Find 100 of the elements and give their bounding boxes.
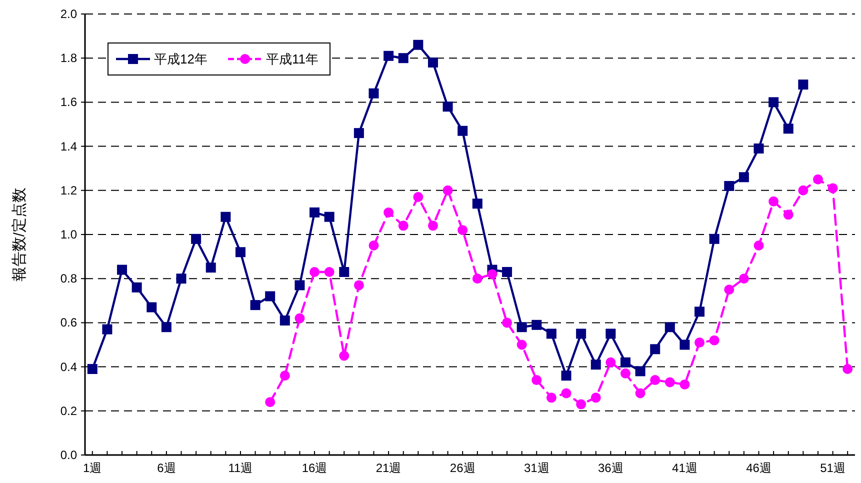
point bbox=[798, 185, 808, 196]
point bbox=[783, 124, 794, 134]
point bbox=[828, 183, 838, 194]
point bbox=[206, 262, 216, 273]
point bbox=[398, 220, 408, 231]
point bbox=[428, 220, 438, 231]
point bbox=[546, 328, 556, 339]
point bbox=[265, 397, 276, 408]
point bbox=[354, 128, 364, 138]
x-tick-label: 31週 bbox=[524, 461, 550, 475]
point bbox=[812, 174, 823, 184]
point bbox=[398, 53, 408, 64]
point bbox=[442, 185, 453, 196]
point bbox=[324, 212, 334, 222]
point bbox=[590, 360, 601, 370]
point bbox=[664, 377, 675, 388]
point bbox=[442, 102, 453, 112]
point bbox=[458, 126, 468, 136]
point bbox=[132, 282, 142, 292]
point bbox=[546, 392, 556, 403]
point bbox=[472, 198, 482, 209]
y-tick-label: 0.2 bbox=[60, 404, 78, 418]
point bbox=[487, 269, 498, 280]
x-tick-label: 41週 bbox=[672, 461, 698, 475]
point bbox=[413, 192, 424, 202]
point bbox=[783, 210, 794, 220]
point bbox=[576, 399, 586, 410]
point bbox=[516, 340, 527, 350]
point bbox=[680, 379, 690, 390]
point bbox=[709, 335, 720, 346]
y-tick-label: 0.8 bbox=[60, 272, 78, 286]
point bbox=[102, 324, 112, 334]
x-tick-label: 11週 bbox=[228, 461, 253, 475]
point bbox=[694, 306, 705, 317]
point bbox=[724, 284, 734, 295]
point bbox=[413, 40, 424, 50]
y-tick-label: 0.4 bbox=[60, 360, 78, 374]
point bbox=[87, 364, 98, 374]
x-tick-label: 1週 bbox=[83, 461, 102, 475]
point bbox=[502, 266, 512, 277]
point bbox=[754, 240, 764, 251]
point bbox=[635, 388, 646, 398]
y-tick-label: 1.6 bbox=[60, 95, 78, 110]
point bbox=[294, 313, 305, 324]
point bbox=[368, 88, 379, 98]
point bbox=[694, 338, 705, 348]
point bbox=[738, 274, 749, 284]
point bbox=[161, 322, 172, 332]
point bbox=[368, 240, 379, 251]
point bbox=[768, 97, 779, 108]
point bbox=[842, 364, 853, 374]
point bbox=[724, 180, 734, 191]
point bbox=[650, 344, 660, 354]
point bbox=[280, 315, 290, 326]
y-tick-label: 0.6 bbox=[60, 316, 78, 330]
point bbox=[354, 280, 364, 290]
point bbox=[620, 368, 630, 378]
point bbox=[458, 225, 468, 236]
point bbox=[502, 318, 512, 328]
point bbox=[146, 302, 157, 312]
point bbox=[576, 328, 586, 339]
y-tick-label: 1.8 bbox=[60, 51, 78, 66]
point bbox=[590, 392, 601, 403]
point bbox=[664, 322, 675, 332]
point bbox=[516, 322, 527, 332]
point bbox=[635, 366, 646, 376]
point bbox=[176, 274, 186, 284]
point bbox=[532, 375, 542, 386]
point bbox=[384, 50, 394, 61]
point bbox=[606, 357, 616, 368]
point bbox=[294, 280, 305, 290]
x-tick-label: 26週 bbox=[450, 461, 476, 475]
point bbox=[561, 370, 572, 381]
point bbox=[235, 247, 246, 258]
legend-label: 平成12年 bbox=[154, 52, 208, 66]
point bbox=[709, 234, 720, 244]
point bbox=[280, 370, 290, 381]
point bbox=[472, 274, 482, 284]
point bbox=[754, 144, 764, 154]
point bbox=[561, 388, 572, 398]
point bbox=[620, 357, 630, 368]
point bbox=[606, 328, 616, 339]
point bbox=[798, 80, 808, 90]
point bbox=[339, 350, 350, 361]
point bbox=[428, 58, 438, 68]
y-tick-label: 1.4 bbox=[60, 139, 78, 154]
point bbox=[220, 212, 231, 222]
point bbox=[768, 196, 779, 206]
point bbox=[680, 340, 690, 350]
x-tick-label: 51週 bbox=[820, 461, 846, 475]
point bbox=[650, 375, 660, 386]
point bbox=[310, 207, 320, 218]
point bbox=[117, 264, 128, 275]
point bbox=[738, 172, 749, 182]
y-tick-label: 0.0 bbox=[60, 448, 78, 462]
legend-label: 平成11年 bbox=[266, 52, 318, 66]
x-tick-label: 36週 bbox=[598, 461, 624, 475]
point bbox=[532, 320, 542, 330]
y-axis-title: 報告数/定点数 bbox=[11, 187, 28, 282]
y-tick-label: 2.0 bbox=[60, 7, 78, 21]
